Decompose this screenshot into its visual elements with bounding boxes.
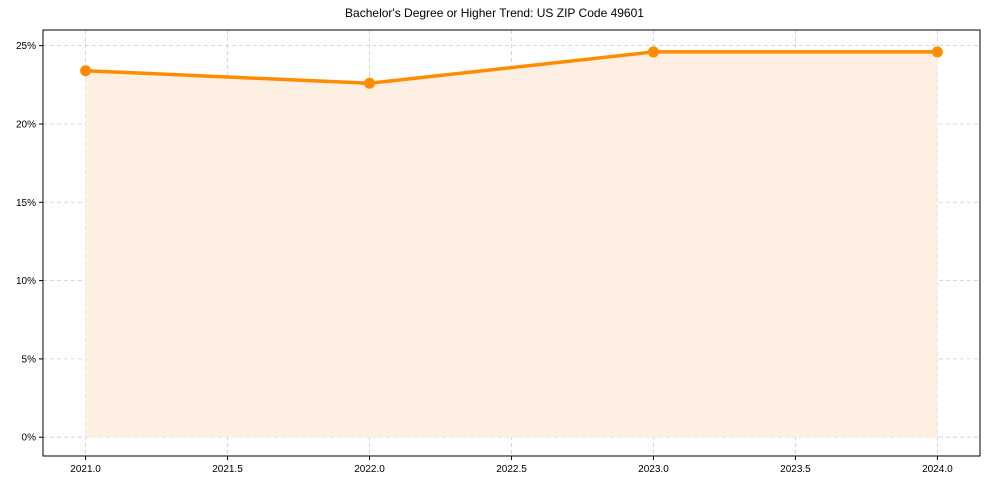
y-tick-label: 0%	[22, 433, 37, 444]
y-tick-label: 20%	[16, 119, 36, 130]
x-tick-label: 2023.5	[780, 464, 811, 475]
data-point	[364, 77, 376, 89]
y-tick-label: 15%	[16, 198, 36, 209]
data-point	[931, 46, 943, 58]
trend-line	[85, 50, 938, 85]
x-tick-label: 2024.0	[922, 464, 953, 475]
data-point	[647, 46, 659, 58]
x-tick-label: 2023.0	[638, 464, 669, 475]
y-tick-label: 5%	[22, 354, 37, 365]
data-markers	[80, 46, 943, 89]
x-tick-label: 2021.5	[212, 464, 243, 475]
x-tick-label: 2022.5	[496, 464, 527, 475]
data-point	[80, 65, 92, 77]
y-tick-label: 10%	[16, 276, 36, 287]
y-axis: 0% 5% 10% 15% 20% 25%	[16, 41, 43, 444]
x-tick-label: 2021.0	[70, 464, 101, 475]
x-tick-label: 2022.0	[354, 464, 385, 475]
area-fill	[85, 51, 938, 438]
chart-title: Bachelor's Degree or Higher Trend: US ZI…	[345, 6, 644, 20]
y-tick-label: 25%	[16, 41, 36, 52]
x-axis: 2021.0 2021.5 2022.0 2022.5 2023.0 2023.5 2024…	[70, 456, 953, 475]
